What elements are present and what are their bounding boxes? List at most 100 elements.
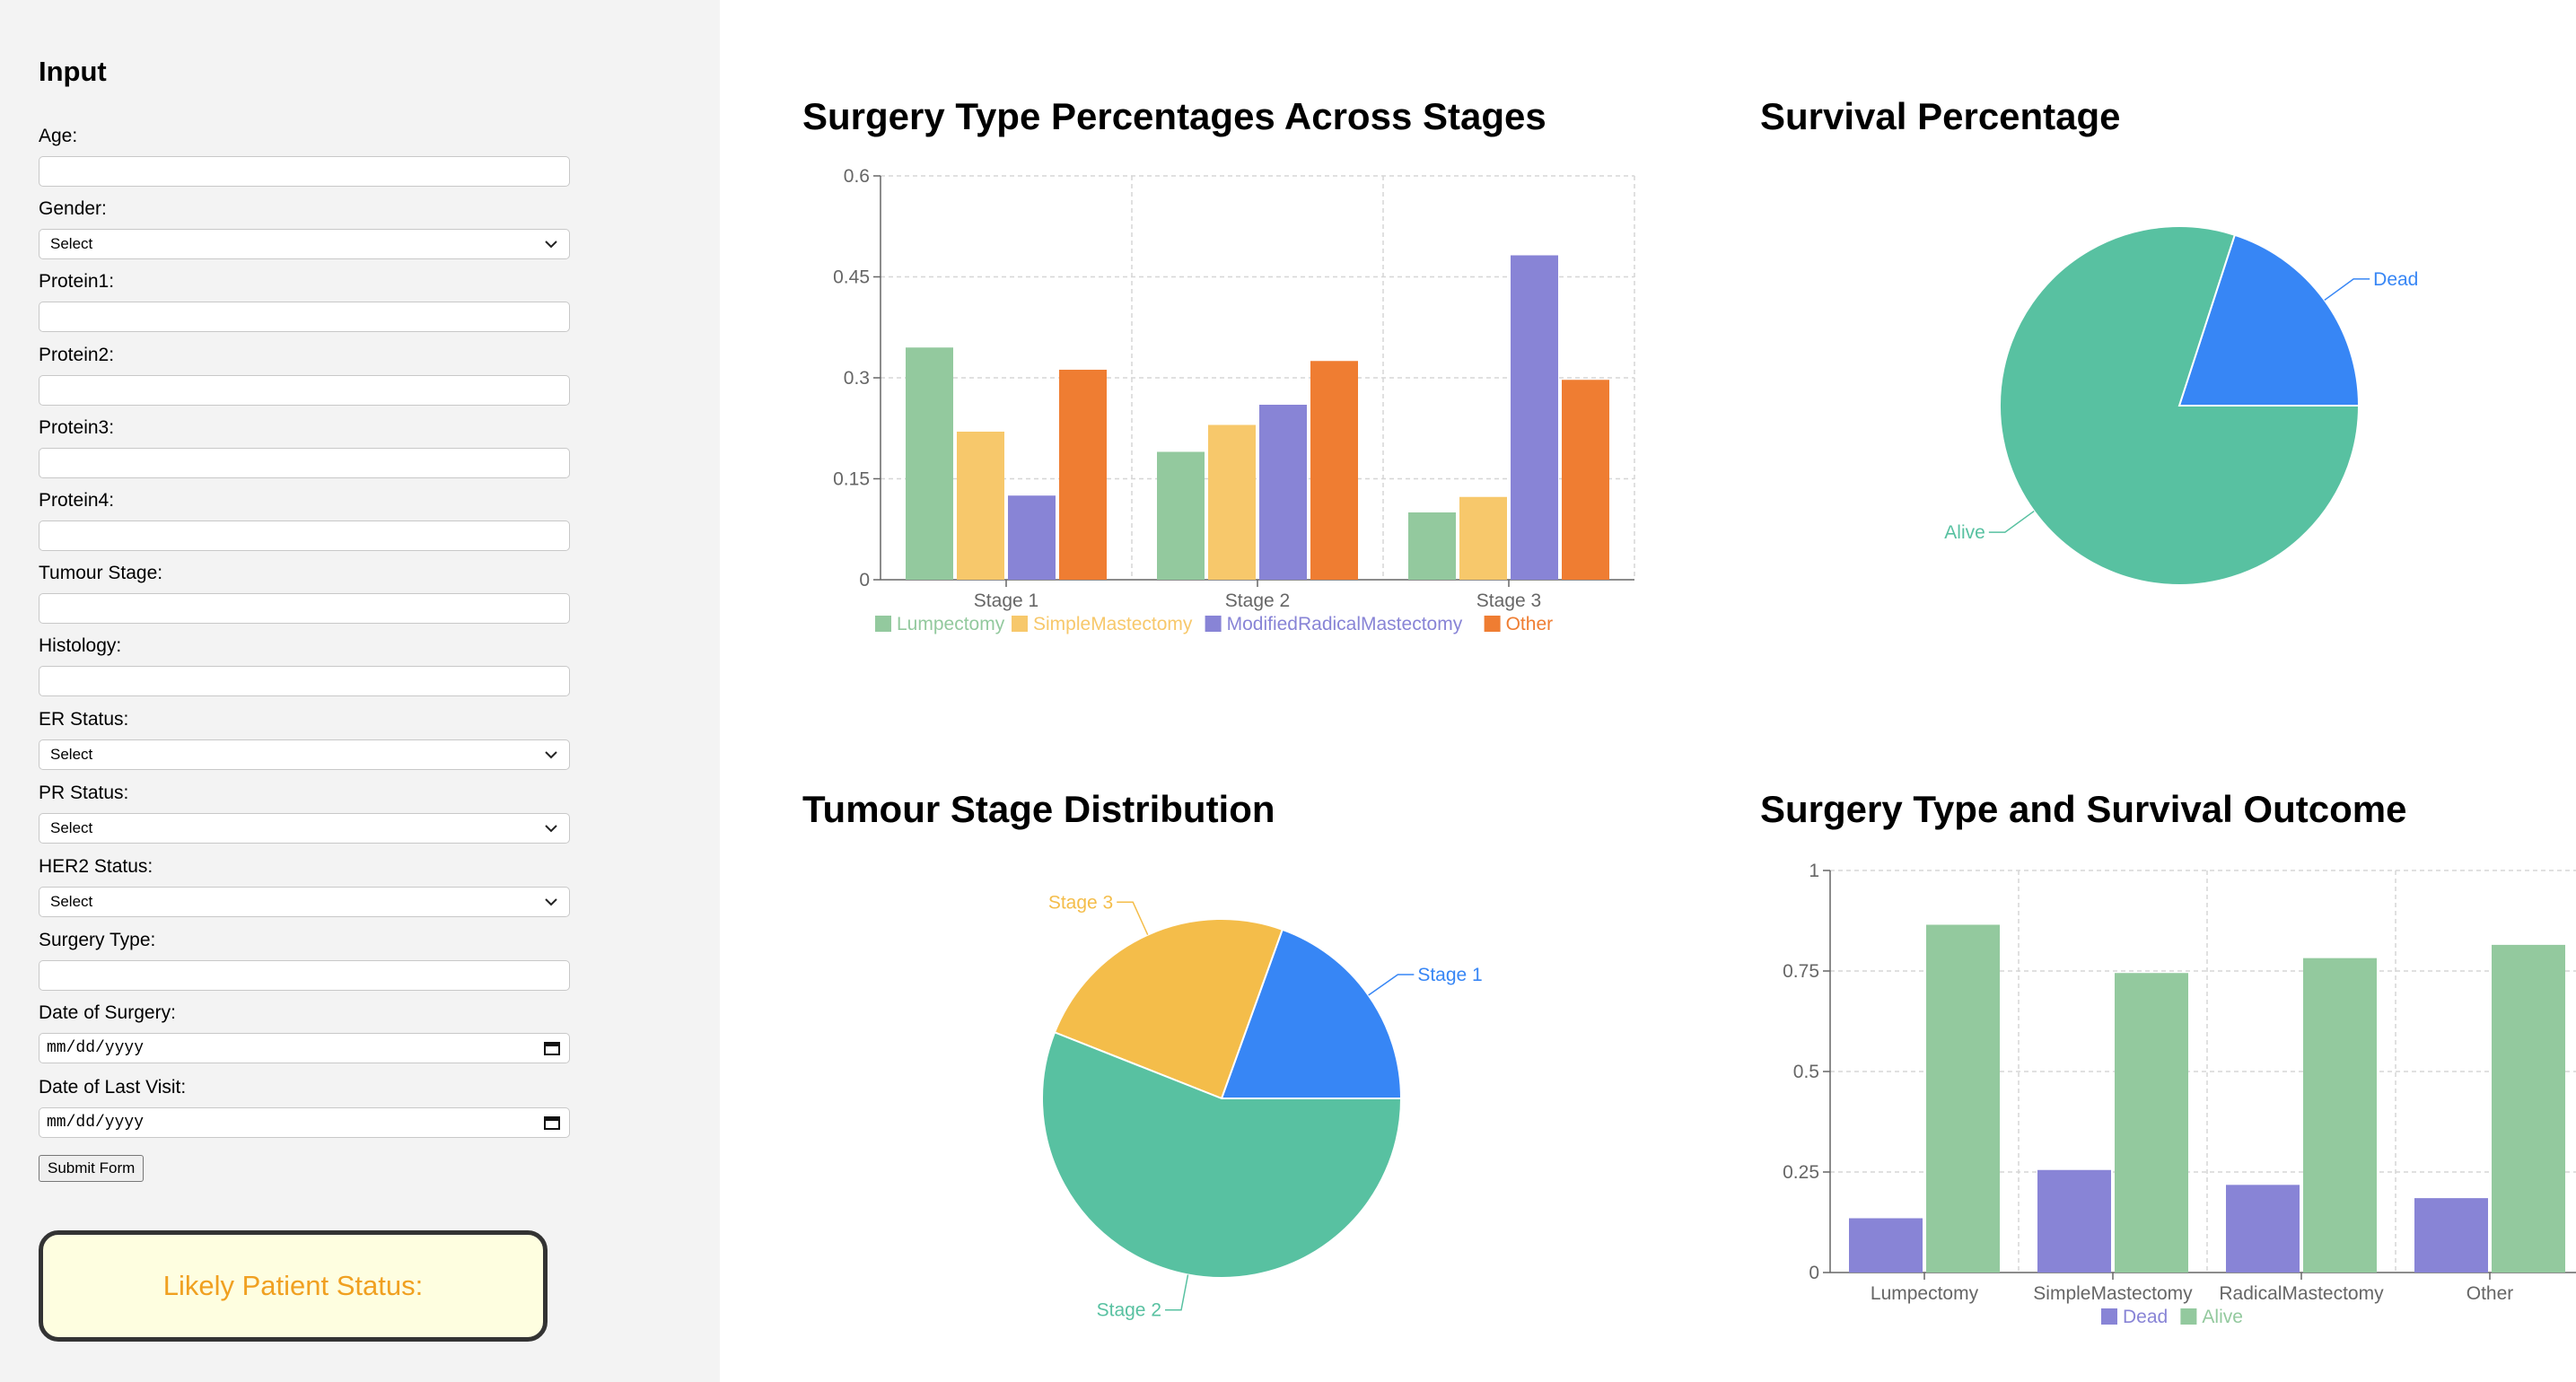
- text-input[interactable]: [39, 666, 570, 696]
- y-tick-label: 0.5: [1793, 1062, 1819, 1082]
- x-tick-label: Lumpectomy: [1871, 1283, 1979, 1304]
- field-label: ER Status:: [39, 709, 129, 730]
- select-value: Select: [50, 235, 93, 252]
- bar-other: [1562, 380, 1609, 580]
- field-2: Protein1:: [39, 271, 572, 332]
- pie-label: Alive: [1944, 522, 1985, 543]
- bar-dead: [2414, 1198, 2488, 1273]
- bar-alive: [2303, 958, 2377, 1273]
- field-6: Tumour Stage:: [39, 563, 572, 624]
- field-label: Protein4:: [39, 490, 115, 511]
- bar-other: [1310, 361, 1358, 580]
- text-input[interactable]: [39, 448, 570, 478]
- patient-status-box: Likely Patient Status:: [39, 1230, 548, 1342]
- text-input[interactable]: [39, 375, 570, 406]
- field-7: Histology:: [39, 635, 572, 696]
- pie-label: Stage 3: [1048, 892, 1113, 913]
- y-tick-label: 0.3: [844, 368, 870, 389]
- field-label: Age:: [39, 126, 78, 146]
- legend-swatch: [2180, 1308, 2197, 1325]
- field-label: Protein3:: [39, 417, 115, 438]
- select-dropdown[interactable]: Select: [39, 813, 570, 844]
- bar-lumpectomy: [1408, 512, 1456, 580]
- select-dropdown[interactable]: Select: [39, 887, 570, 917]
- chart-title-surgery-stages: Surgery Type Percentages Across Stages: [802, 95, 1546, 137]
- y-tick-label: 1: [1809, 861, 1819, 881]
- chart-title-survival: Survival Percentage: [1760, 95, 2121, 137]
- pie-label-line: [1117, 901, 1149, 936]
- legend-swatch: [1205, 616, 1222, 632]
- chevron-down-icon: [545, 898, 557, 906]
- select-dropdown[interactable]: Select: [39, 229, 570, 259]
- legend-label: Other: [1506, 614, 1554, 634]
- pie-slice-stage-2: [1041, 1031, 1403, 1279]
- chevron-down-icon: [545, 825, 557, 833]
- bar-alive: [2115, 973, 2188, 1273]
- pie-label: Stage 1: [1417, 965, 1482, 985]
- field-1: Gender: Select: [39, 198, 572, 259]
- sidebar-title: Input: [39, 56, 107, 87]
- field-label: Gender:: [39, 198, 107, 219]
- patient-status-text: Likely Patient Status:: [162, 1270, 424, 1301]
- field-5: Protein4:: [39, 490, 572, 551]
- pie-slice-dead: [2177, 233, 2361, 407]
- y-tick-label: 0.6: [844, 166, 870, 187]
- date-placeholder: mm/dd/yyyy: [47, 1114, 145, 1132]
- field-label: Histology:: [39, 635, 122, 656]
- pie-label: Dead: [2373, 269, 2418, 290]
- legend-label: Dead: [2123, 1307, 2168, 1327]
- bar-modifiedradicalmastectomy: [1259, 405, 1307, 580]
- pie-slice-stage-1: [1220, 928, 1403, 1099]
- submit-form-button[interactable]: Submit Form: [39, 1155, 145, 1182]
- select-value: Select: [50, 819, 93, 836]
- text-input[interactable]: [39, 520, 570, 551]
- bar-modifiedradicalmastectomy: [1008, 495, 1056, 580]
- field-12: Date of Surgery: mm/dd/yyyy: [39, 1002, 572, 1063]
- bar-other: [1059, 370, 1107, 580]
- select-value: Select: [50, 893, 93, 910]
- text-input[interactable]: [39, 156, 570, 187]
- pie-label-line: [1988, 510, 2035, 533]
- calendar-icon: [544, 1116, 560, 1130]
- date-input[interactable]: mm/dd/yyyy: [39, 1107, 570, 1138]
- x-tick-label: Stage 2: [1225, 590, 1290, 611]
- date-placeholder: mm/dd/yyyy: [47, 1039, 145, 1057]
- pie-label-line: [1165, 1274, 1189, 1311]
- y-tick-label: 0.45: [833, 267, 870, 288]
- y-tick-label: 0: [1809, 1263, 1819, 1283]
- chevron-down-icon: [545, 241, 557, 249]
- field-label: Protein1:: [39, 271, 115, 292]
- bar-lumpectomy: [906, 347, 953, 580]
- legend-swatch: [2101, 1308, 2117, 1325]
- x-tick-label: RadicalMastectomy: [2219, 1283, 2384, 1304]
- field-0: Age:: [39, 126, 572, 187]
- x-tick-label: Other: [2466, 1283, 2514, 1304]
- bar-modifiedradicalmastectomy: [1511, 255, 1558, 580]
- pie-label: Stage 2: [1097, 1300, 1161, 1321]
- y-tick-label: 0.15: [833, 469, 870, 490]
- x-tick-label: Stage 3: [1476, 590, 1541, 611]
- field-label: Protein2:: [39, 345, 115, 365]
- legend-swatch: [1012, 616, 1028, 632]
- date-input[interactable]: mm/dd/yyyy: [39, 1033, 570, 1063]
- pie-slice-stage-3: [1053, 917, 1284, 1100]
- x-tick-label: SimpleMastectomy: [2033, 1283, 2193, 1304]
- y-tick-label: 0: [859, 570, 870, 590]
- field-label: Tumour Stage:: [39, 563, 163, 583]
- text-input[interactable]: [39, 302, 570, 332]
- field-8: ER Status: Select: [39, 709, 572, 770]
- field-label: PR Status:: [39, 783, 129, 803]
- select-value: Select: [50, 746, 93, 763]
- text-input[interactable]: [39, 960, 570, 991]
- legend-label: Alive: [2202, 1307, 2243, 1327]
- field-4: Protein3:: [39, 417, 572, 478]
- pie-label-line: [1368, 974, 1415, 996]
- text-input[interactable]: [39, 593, 570, 624]
- bar-simplemastectomy: [1208, 424, 1256, 580]
- select-dropdown[interactable]: Select: [39, 739, 570, 770]
- field-11: Surgery Type:: [39, 930, 572, 991]
- y-tick-label: 0.25: [1783, 1162, 1819, 1183]
- field-label: HER2 Status:: [39, 856, 153, 877]
- bar-simplemastectomy: [957, 432, 1004, 580]
